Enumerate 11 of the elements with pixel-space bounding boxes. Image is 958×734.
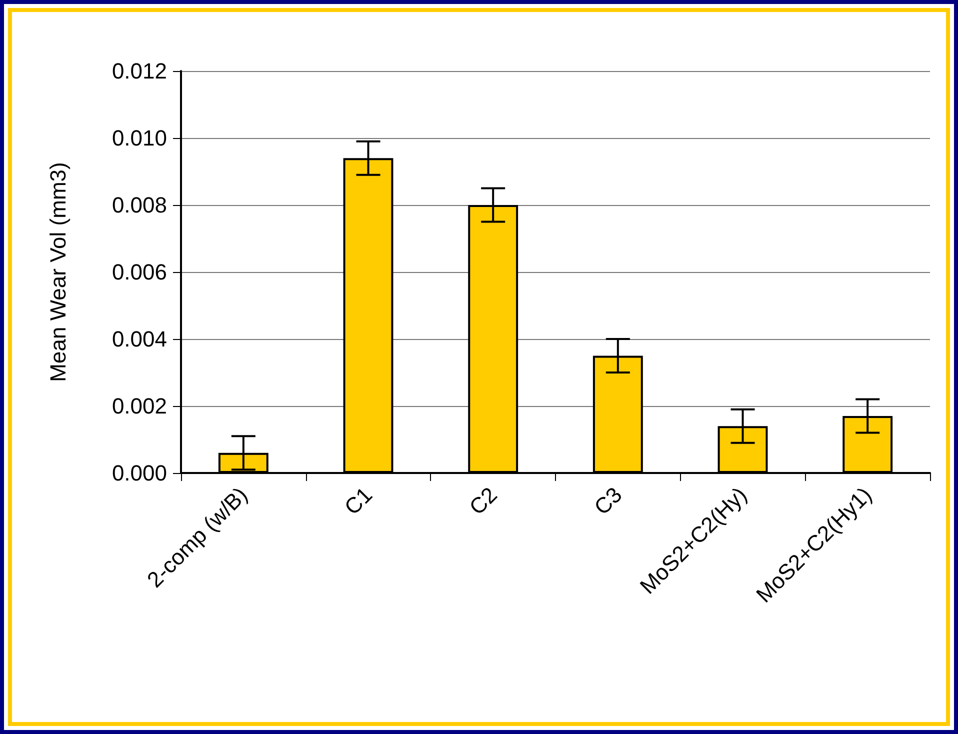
x-tick-label: C2: [464, 482, 502, 520]
y-tick-label: 0.010: [112, 126, 167, 150]
y-axis-title: Mean Wear Vol (mm3): [46, 162, 70, 382]
x-tick-label: C3: [589, 482, 627, 520]
y-tick-label: 0.008: [112, 192, 167, 218]
x-tick-label: C1: [340, 482, 378, 520]
y-tick-label: 0.002: [112, 394, 167, 418]
y-tick-label: 0.000: [112, 460, 167, 486]
y-tick-label: 0.004: [112, 326, 167, 352]
y-tick-label: 0.012: [112, 58, 167, 84]
y-tick-label: 0.006: [112, 260, 167, 284]
